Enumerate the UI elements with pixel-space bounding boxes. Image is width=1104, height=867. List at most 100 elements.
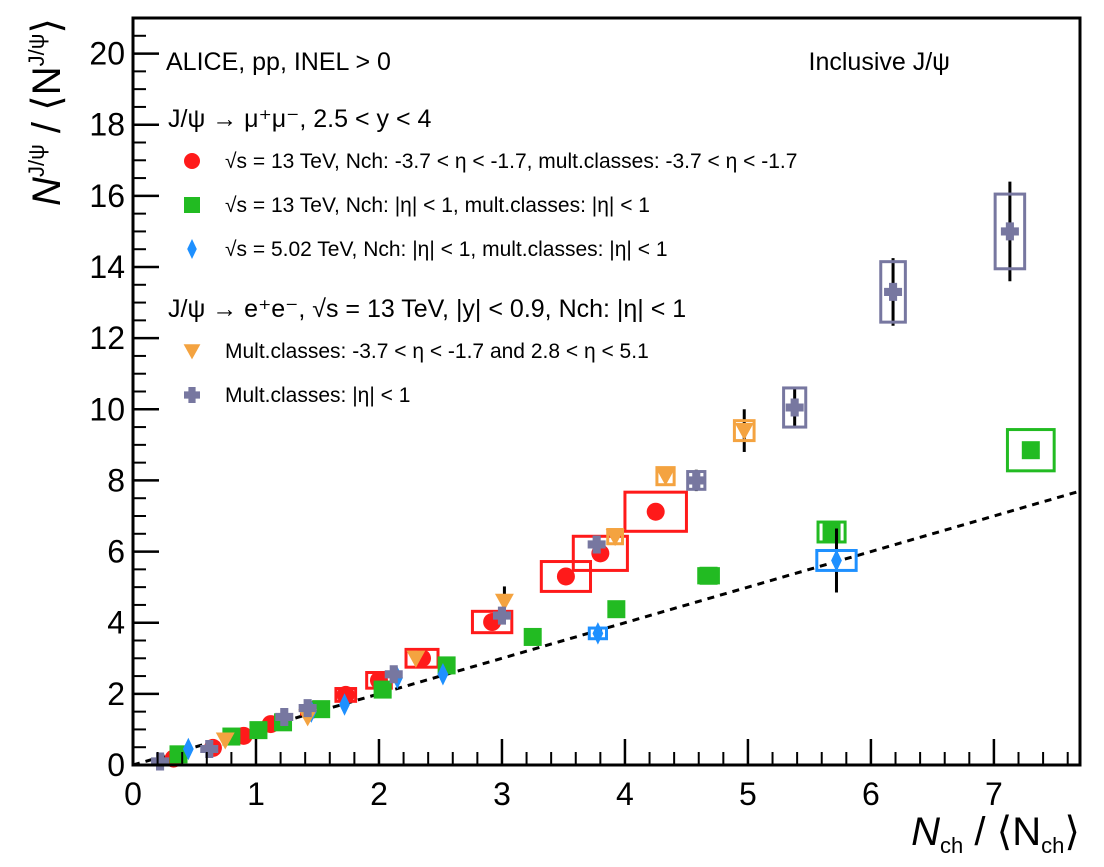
marker-diamond xyxy=(831,549,842,572)
marker-square xyxy=(184,197,200,213)
series-3 xyxy=(215,409,756,750)
syst-box xyxy=(623,490,688,533)
marker-triangle xyxy=(494,593,514,611)
marker-triangle xyxy=(215,732,235,750)
marker-cross xyxy=(492,606,511,625)
x-tick-label: 4 xyxy=(616,776,634,812)
y-axis-title-mid: / ⟨N xyxy=(25,66,69,144)
x-tick-label: 5 xyxy=(739,776,757,812)
x-axis-title-mid: / ⟨N xyxy=(963,810,1041,854)
marker-cross xyxy=(884,282,903,301)
x-axis-title-main: N xyxy=(911,810,940,854)
marker-square xyxy=(373,680,392,699)
y-tick-label: 14 xyxy=(89,249,125,285)
marker-triangle xyxy=(183,344,201,360)
y-tick-label: 0 xyxy=(107,747,125,783)
syst-box xyxy=(993,192,1027,271)
x-axis-title: Nch / ⟨Nch⟩ xyxy=(911,810,1080,858)
syst-box xyxy=(539,560,593,593)
series-layer xyxy=(132,181,1081,771)
marker-diamond xyxy=(339,693,350,716)
marker-square xyxy=(249,721,268,740)
syst-box xyxy=(879,260,907,324)
marker-cross xyxy=(384,665,403,684)
marker-square xyxy=(523,627,542,646)
x-tick-label: 0 xyxy=(124,776,142,812)
x-axis-title-sub: ch xyxy=(940,833,963,858)
legend-label: Mult.classes: -3.7 < η < -1.7 and 2.8 < … xyxy=(225,340,649,363)
legend-group-header-muon: J/ψ → μ⁺μ⁻, 2.5 < y < 4 xyxy=(168,105,431,133)
marker-cross xyxy=(687,471,706,490)
marker-square xyxy=(1021,441,1040,460)
series-4 xyxy=(151,181,1027,771)
marker-triangle xyxy=(298,709,318,727)
y-axis-title-main: N xyxy=(25,177,69,206)
series-2 xyxy=(182,528,858,761)
syst-box xyxy=(732,419,756,443)
x-tick-label: 2 xyxy=(370,776,388,812)
marker-square xyxy=(312,700,331,719)
marker-diamond xyxy=(187,239,197,259)
marker-cross xyxy=(200,739,219,758)
syst-box xyxy=(1005,428,1056,473)
y-tick-label: 6 xyxy=(107,534,125,570)
marker-cross xyxy=(1000,222,1019,241)
marker-triangle xyxy=(734,422,754,441)
syst-box xyxy=(470,609,514,635)
marker-triangle xyxy=(605,528,625,547)
y-tick-label: 20 xyxy=(89,36,125,72)
syst-box xyxy=(782,386,808,429)
x-tick-label: 3 xyxy=(493,776,511,812)
y-tick-label: 2 xyxy=(107,676,125,712)
legend-entry-13tev-forward: √s = 13 TeV, Nch: -3.7 < η < -1.7, mult.… xyxy=(184,150,797,173)
y-axis-title-sup2: J/ψ xyxy=(24,34,49,67)
y-tick-label: 12 xyxy=(89,320,125,356)
marker-square xyxy=(699,566,718,585)
y-tick-label: 18 xyxy=(89,107,125,143)
syst-box xyxy=(816,520,847,544)
legend-label: √s = 5.02 TeV, Nch: |η| < 1, mult.classe… xyxy=(225,238,668,261)
y-tick-label: 8 xyxy=(107,462,125,498)
legend-label: √s = 13 TeV, Nch: -3.7 < η < -1.7, mult.… xyxy=(225,150,797,173)
marker-triangle xyxy=(656,468,675,486)
y-tick-label: 4 xyxy=(107,605,125,641)
x-axis-title-end: ⟩ xyxy=(1064,810,1080,854)
legend-label: √s = 13 TeV, Nch: |η| < 1, mult.classes:… xyxy=(225,194,650,217)
marker-circle xyxy=(184,153,200,169)
marker-cross xyxy=(184,387,200,403)
marker-circle xyxy=(336,685,355,704)
x-tick-label: 1 xyxy=(247,776,265,812)
marker-cross xyxy=(298,699,317,718)
marker-cross xyxy=(587,535,606,554)
legend-entry-13tev-midrapidity: √s = 13 TeV, Nch: |η| < 1, mult.classes:… xyxy=(184,194,650,217)
marker-diamond xyxy=(437,663,449,686)
marker-cross xyxy=(151,752,170,771)
x-axis-title-sub2: ch xyxy=(1041,833,1064,858)
y-axis-title: NJ/ψ / ⟨NJ/ψ⟩ xyxy=(24,18,69,206)
marker-square xyxy=(607,600,626,619)
x-tick-label: 7 xyxy=(985,776,1003,812)
legend-entry-dielectron-mid-classes: Mult.classes: |η| < 1 xyxy=(184,384,410,407)
legend-label: Mult.classes: |η| < 1 xyxy=(225,384,410,407)
y-axis-title-end: ⟩ xyxy=(25,18,69,34)
marker-circle xyxy=(556,567,575,586)
marker-diamond xyxy=(592,622,604,645)
legend-entry-dielectron-forward-classes: Mult.classes: -3.7 < η < -1.7 and 2.8 < … xyxy=(183,340,649,363)
y-axis-title-sup: J/ψ xyxy=(24,144,49,177)
marker-cross xyxy=(785,398,804,417)
reference-line xyxy=(132,489,1081,767)
marker-triangle xyxy=(406,650,426,668)
y-tick-label: 10 xyxy=(89,391,125,427)
series-1 xyxy=(169,428,1056,764)
marker-cross xyxy=(275,707,294,726)
y-tick-label: 16 xyxy=(89,178,125,214)
marker-diamond xyxy=(182,737,194,761)
x-tick-label: 6 xyxy=(862,776,880,812)
chart-title: Inclusive J/ψ xyxy=(809,48,950,76)
legend-group-header-electron: J/ψ → e⁺e⁻, √s = 13 TeV, |y| < 0.9, Nch:… xyxy=(168,295,686,323)
experiment-label: ALICE, pp, INEL > 0 xyxy=(166,48,391,76)
marker-circle xyxy=(646,502,665,521)
